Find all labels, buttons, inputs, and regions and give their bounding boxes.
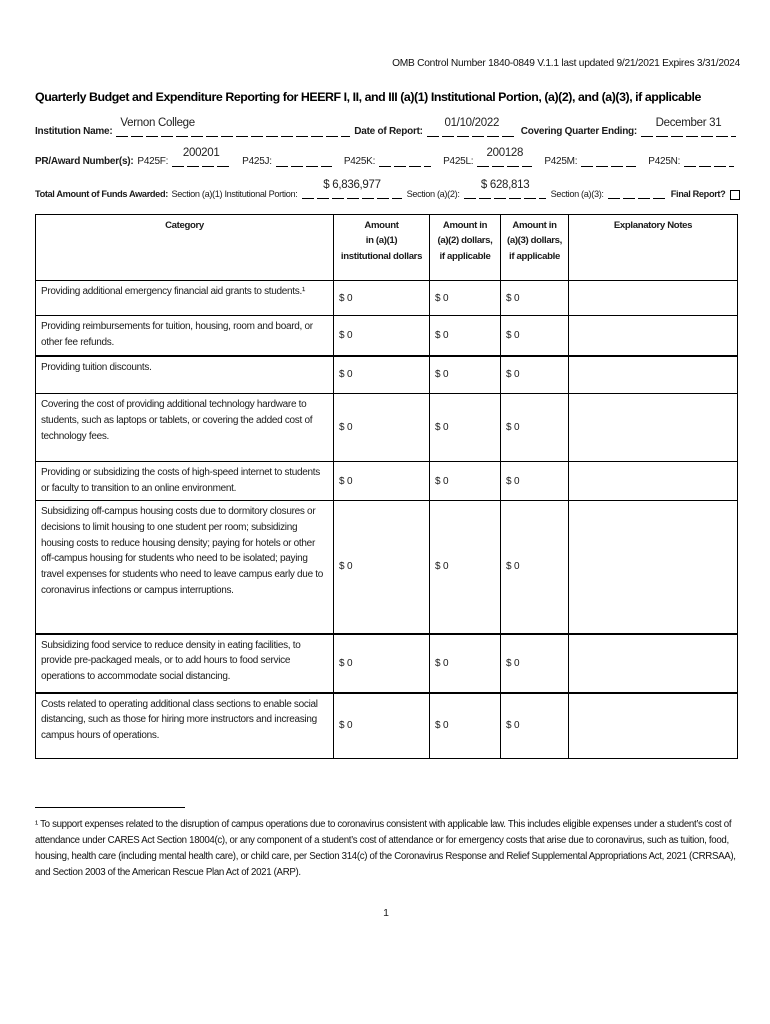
notes-cell[interactable] bbox=[568, 692, 738, 759]
amount-a3-cell[interactable]: $ 0 bbox=[500, 280, 569, 316]
header-category: Category bbox=[35, 214, 334, 281]
p425l-field[interactable]: 200128 bbox=[477, 147, 533, 167]
amount-a1-cell[interactable]: $ 0 bbox=[333, 393, 430, 462]
p425n-field[interactable] bbox=[684, 152, 735, 167]
amount-a3-cell[interactable]: $ 0 bbox=[500, 461, 569, 501]
header-explanatory-notes: Explanatory Notes bbox=[568, 214, 738, 281]
section-a2-label: Section (a)(2): bbox=[406, 189, 460, 199]
amount-a2-cell[interactable]: $ 0 bbox=[429, 393, 501, 462]
amount-a1-cell[interactable]: $ 0 bbox=[333, 315, 430, 357]
amount-a1-cell[interactable]: $ 0 bbox=[333, 280, 430, 316]
category-cell: Providing additional emergency financial… bbox=[35, 280, 334, 316]
amount-a3-cell[interactable]: $ 0 bbox=[500, 500, 569, 635]
p425f-value: 200201 bbox=[182, 147, 220, 159]
final-report-label: Final Report? bbox=[670, 189, 726, 199]
amount-a2-cell[interactable]: $ 0 bbox=[429, 461, 501, 501]
page-number: 1 bbox=[383, 907, 389, 920]
final-report-checkbox[interactable] bbox=[729, 190, 740, 200]
amount-a3-cell[interactable]: $ 0 bbox=[500, 315, 569, 357]
date-of-report-value: 01/10/2022 bbox=[444, 117, 500, 129]
category-cell: Covering the cost of providing additiona… bbox=[35, 393, 334, 462]
date-of-report-field[interactable]: 01/10/2022 bbox=[426, 117, 517, 137]
p425k-field[interactable] bbox=[379, 152, 432, 167]
table-row: Costs related to operating additional cl… bbox=[35, 692, 738, 759]
amount-a2-cell[interactable]: $ 0 bbox=[429, 280, 501, 316]
quarter-ending-field[interactable]: December 31 bbox=[641, 117, 736, 137]
amount-a2-cell[interactable]: $ 0 bbox=[429, 315, 501, 357]
amount-a3-cell[interactable]: $ 0 bbox=[500, 393, 569, 462]
table-row: Providing reimbursements for tuition, ho… bbox=[35, 315, 738, 357]
notes-cell[interactable] bbox=[568, 633, 738, 694]
notes-cell[interactable] bbox=[568, 355, 738, 394]
date-of-report-label: Date of Report: bbox=[354, 126, 423, 137]
pr-award-label: PR/Award Number(s): bbox=[35, 156, 134, 167]
amount-a3-cell[interactable]: $ 0 bbox=[500, 692, 569, 759]
footnote-separator bbox=[35, 807, 185, 808]
institution-row: Institution Name: Vernon College Date of… bbox=[35, 117, 740, 137]
p425l-value: 200128 bbox=[486, 147, 524, 159]
table-row: Subsidizing food service to reduce densi… bbox=[35, 633, 738, 694]
total-funds-row: Total Amount of Funds Awarded: Section (… bbox=[35, 179, 740, 200]
page-title: Quarterly Budget and Expenditure Reporti… bbox=[35, 90, 701, 104]
amount-a3-cell[interactable]: $ 0 bbox=[500, 633, 569, 694]
section-a3-label: Section (a)(3): bbox=[550, 189, 604, 199]
amount-a2-cell[interactable]: $ 0 bbox=[429, 500, 501, 635]
omb-control-line: OMB Control Number 1840-0849 V.1.1 last … bbox=[392, 58, 740, 69]
header-amount-a3: Amount in (a)(3) dollars, if applicable bbox=[500, 214, 569, 281]
section-a1-value: $ 6,836,977 bbox=[323, 179, 381, 191]
quarter-ending-label: Covering Quarter Ending: bbox=[520, 126, 637, 137]
p425j-field[interactable] bbox=[275, 152, 332, 167]
total-funds-label: Total Amount of Funds Awarded: bbox=[35, 189, 168, 199]
pr-award-row: PR/Award Number(s): P425F: 200201 P425J:… bbox=[35, 147, 740, 167]
category-cell: Costs related to operating additional cl… bbox=[35, 692, 334, 759]
amount-a2-cell[interactable]: $ 0 bbox=[429, 355, 501, 394]
p425j-label: P425J: bbox=[242, 156, 272, 167]
category-cell: Providing tuition discounts. bbox=[35, 355, 334, 394]
section-a3-field[interactable] bbox=[608, 184, 667, 199]
amount-a1-cell[interactable]: $ 0 bbox=[333, 633, 430, 694]
notes-cell[interactable] bbox=[568, 461, 738, 501]
table-header-row: Category Amount in (a)(1) institutional … bbox=[35, 214, 738, 281]
category-cell: Providing reimbursements for tuition, ho… bbox=[35, 315, 334, 357]
form-page: OMB Control Number 1840-0849 V.1.1 last … bbox=[35, 58, 740, 920]
quarter-ending-value: December 31 bbox=[655, 117, 722, 129]
amount-a1-cell[interactable]: $ 0 bbox=[333, 500, 430, 635]
institution-name-value: Vernon College bbox=[120, 117, 195, 129]
category-cell: Subsidizing food service to reduce densi… bbox=[35, 633, 334, 694]
header-amount-a2: Amount in (a)(2) dollars, if applicable bbox=[429, 214, 501, 281]
header-amount-a1: Amount in (a)(1) institutional dollars bbox=[333, 214, 430, 281]
section-a1-field[interactable]: $ 6,836,977 bbox=[302, 179, 402, 199]
notes-cell[interactable] bbox=[568, 393, 738, 462]
p425n-label: P425N: bbox=[648, 156, 681, 167]
amount-a2-cell[interactable]: $ 0 bbox=[429, 633, 501, 694]
p425m-label: P425M: bbox=[544, 156, 578, 167]
table-row: Providing additional emergency financial… bbox=[35, 280, 738, 316]
section-a2-field[interactable]: $ 628,813 bbox=[464, 179, 547, 199]
amount-a1-cell[interactable]: $ 0 bbox=[333, 355, 430, 394]
footnote-text: ¹ To support expenses related to the dis… bbox=[35, 819, 736, 879]
table-row: Providing tuition discounts. $ 0 $ 0 $ 0 bbox=[35, 355, 738, 394]
amount-a2-cell[interactable]: $ 0 bbox=[429, 692, 501, 759]
amount-a1-cell[interactable]: $ 0 bbox=[333, 692, 430, 759]
institution-name-label: Institution Name: bbox=[35, 126, 113, 137]
amount-a1-cell[interactable]: $ 0 bbox=[333, 461, 430, 501]
category-cell: Providing or subsidizing the costs of hi… bbox=[35, 461, 334, 501]
p425f-label: P425F: bbox=[137, 156, 169, 167]
section-a1-label: Section (a)(1) Institutional Portion: bbox=[171, 189, 298, 199]
notes-cell[interactable] bbox=[568, 280, 738, 316]
table-row: Covering the cost of providing additiona… bbox=[35, 393, 738, 462]
notes-cell[interactable] bbox=[568, 500, 738, 635]
notes-cell[interactable] bbox=[568, 315, 738, 357]
table-row: Subsidizing off-campus housing costs due… bbox=[35, 500, 738, 635]
category-cell: Subsidizing off-campus housing costs due… bbox=[35, 500, 334, 635]
institution-name-field[interactable]: Vernon College bbox=[116, 117, 351, 137]
amount-a3-cell[interactable]: $ 0 bbox=[500, 355, 569, 394]
budget-table: Category Amount in (a)(1) institutional … bbox=[35, 214, 738, 759]
section-a2-value: $ 628,813 bbox=[480, 179, 530, 191]
p425k-label: P425K: bbox=[343, 156, 376, 167]
p425m-field[interactable] bbox=[581, 152, 637, 167]
table-row: Providing or subsidizing the costs of hi… bbox=[35, 461, 738, 501]
p425l-label: P425L: bbox=[443, 156, 474, 167]
p425f-field[interactable]: 200201 bbox=[172, 147, 231, 167]
